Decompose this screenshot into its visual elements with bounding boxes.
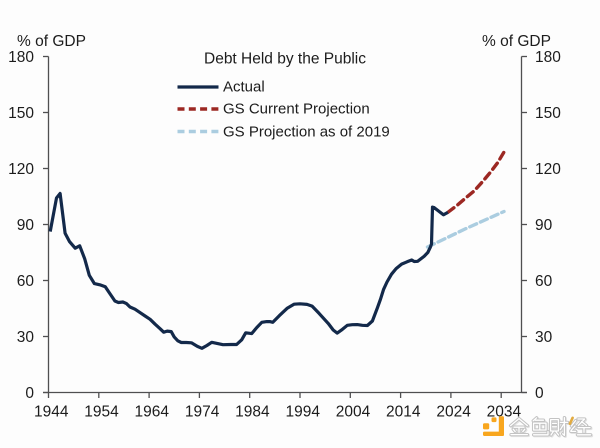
svg-text:0: 0 — [535, 385, 544, 402]
svg-text:2014: 2014 — [386, 404, 421, 421]
svg-text:Actual: Actual — [223, 79, 265, 96]
svg-text:1984: 1984 — [235, 404, 270, 421]
svg-text:GS Current Projection: GS Current Projection — [223, 101, 370, 118]
svg-text:2034: 2034 — [487, 404, 522, 421]
svg-text:0: 0 — [25, 385, 34, 402]
svg-text:60: 60 — [535, 273, 553, 290]
svg-text:2004: 2004 — [336, 404, 371, 421]
svg-text:90: 90 — [17, 217, 35, 234]
svg-text:150: 150 — [8, 105, 34, 122]
svg-text:% of GDP: % of GDP — [17, 33, 86, 50]
svg-text:120: 120 — [8, 161, 34, 178]
svg-text:1964: 1964 — [135, 404, 170, 421]
svg-text:1994: 1994 — [285, 404, 320, 421]
svg-text:180: 180 — [8, 49, 34, 66]
svg-text:60: 60 — [17, 273, 35, 290]
svg-text:30: 30 — [17, 329, 35, 346]
svg-text:1974: 1974 — [185, 404, 220, 421]
svg-text:1954: 1954 — [84, 404, 119, 421]
svg-text:GS Projection as of 2019: GS Projection as of 2019 — [223, 124, 390, 141]
svg-text:180: 180 — [535, 49, 561, 66]
svg-text:150: 150 — [535, 105, 561, 122]
svg-text:120: 120 — [535, 161, 561, 178]
svg-text:90: 90 — [535, 217, 553, 234]
svg-text:30: 30 — [535, 329, 553, 346]
svg-text:2024: 2024 — [436, 404, 471, 421]
svg-text:% of GDP: % of GDP — [482, 33, 551, 50]
svg-text:1944: 1944 — [34, 404, 69, 421]
svg-text:Debt Held by the Public: Debt Held by the Public — [204, 51, 366, 68]
